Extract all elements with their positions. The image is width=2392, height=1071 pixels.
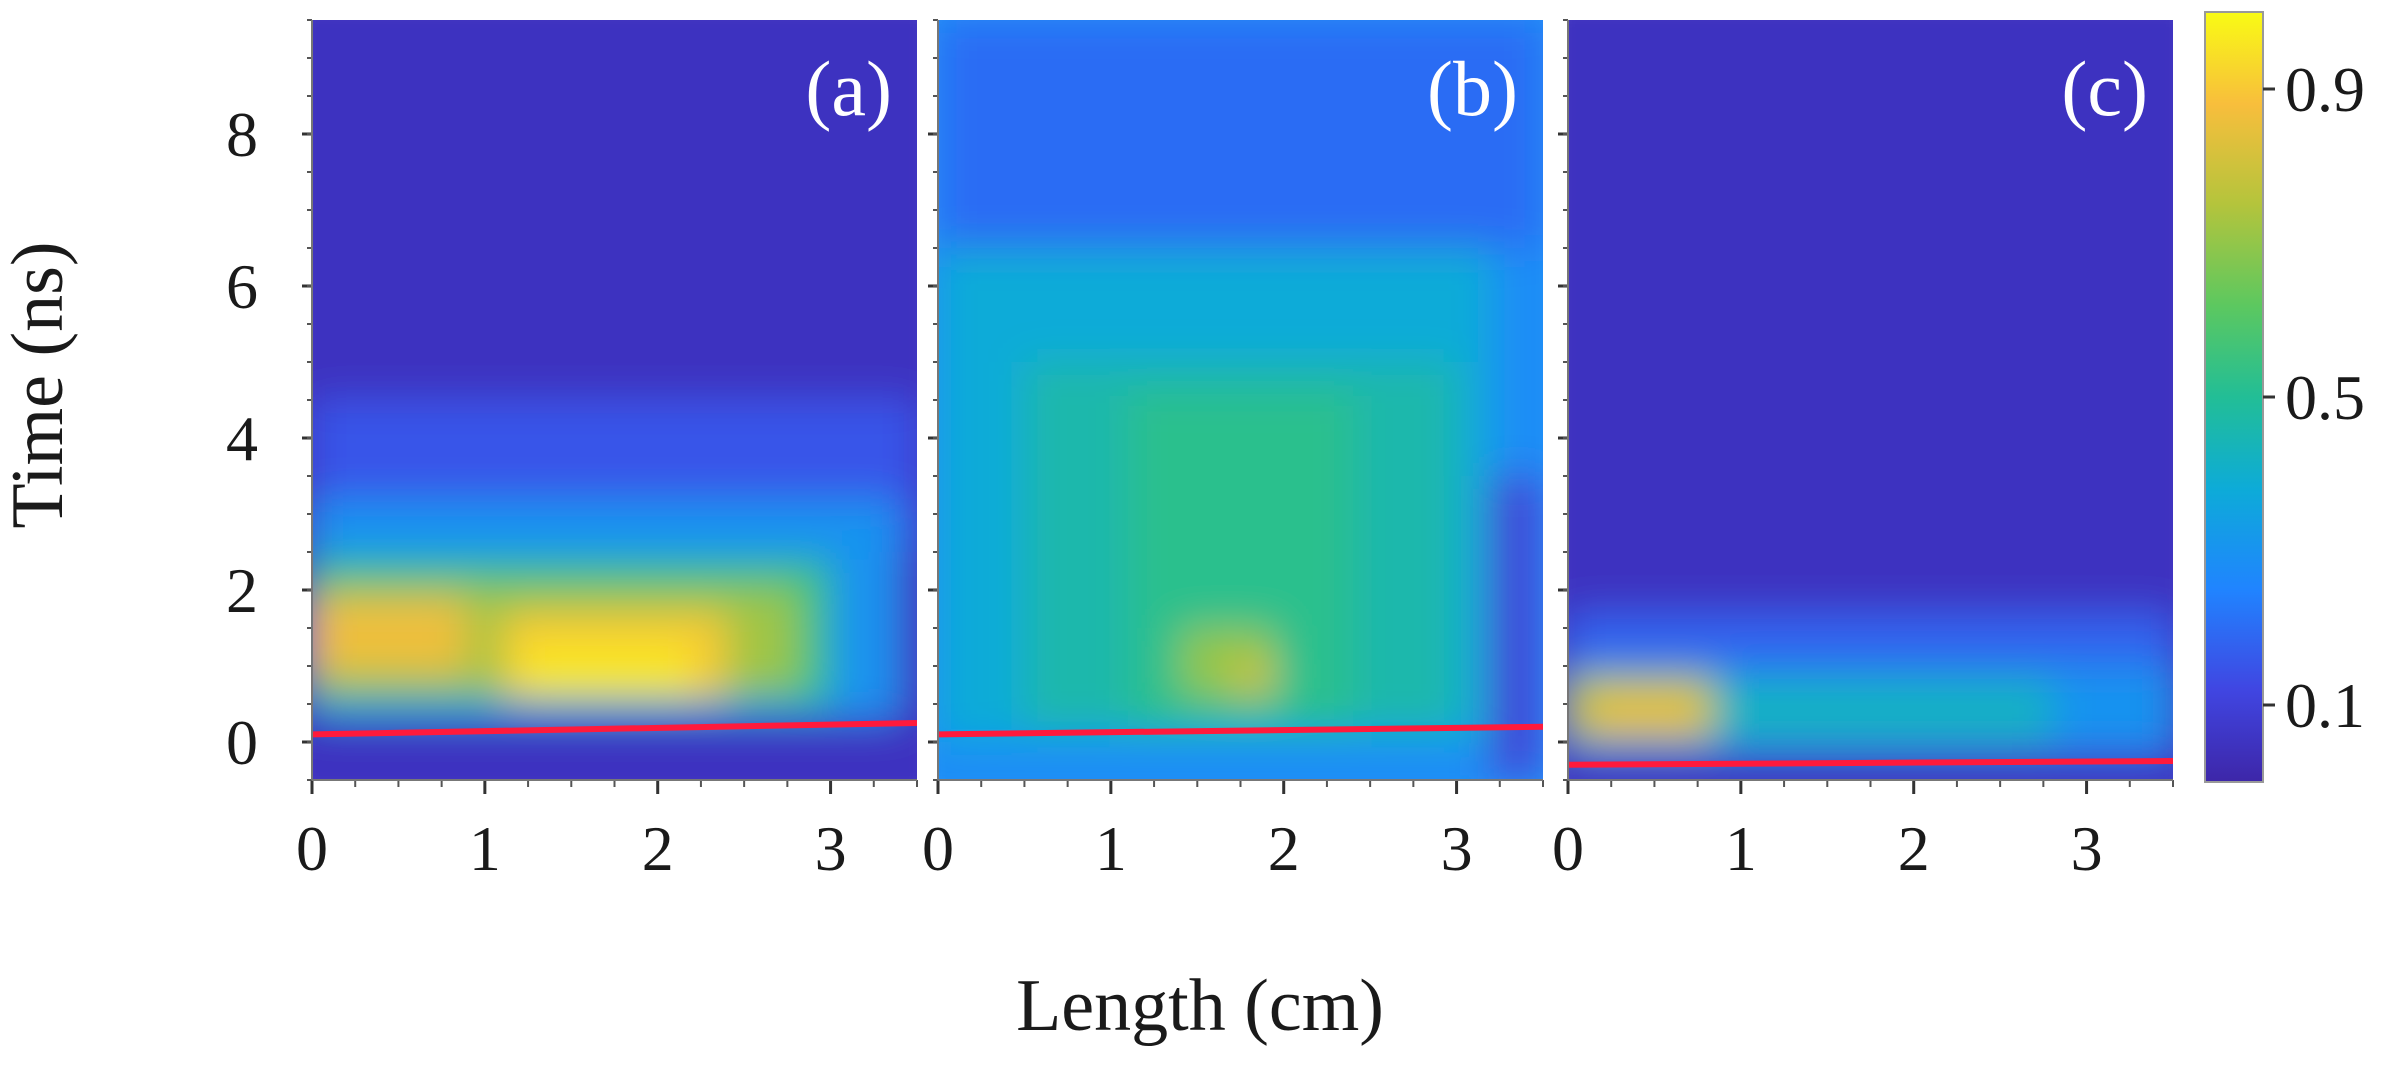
heatmap-region xyxy=(312,597,468,674)
x-tick-label: 1 xyxy=(469,813,501,884)
x-axis-title: Length (cm) xyxy=(1016,965,1384,1047)
y-tick-label: 2 xyxy=(226,555,258,626)
baseline-line xyxy=(312,720,917,738)
y-tick-label: 8 xyxy=(226,99,258,170)
panel-label: (a) xyxy=(805,45,892,132)
x-tick-label: 0 xyxy=(1552,813,1584,884)
x-tick-label: 2 xyxy=(642,813,674,884)
x-tick-label: 3 xyxy=(2071,813,2103,884)
x-tick-label: 3 xyxy=(815,813,847,884)
heatmap-panels: 0 1 2 3 0 2 4 6 8 (a) 0 1 2 3 (b) 0 1 2 3 (c) xyxy=(226,19,2174,884)
colorbar-tick-label: 0.9 xyxy=(2285,54,2365,125)
y-tick-label: 0 xyxy=(226,707,258,778)
x-tick-label: 1 xyxy=(1725,813,1757,884)
colorbar-tick-label: 0.1 xyxy=(2285,670,2365,741)
colorbar-tick-label: 0.5 xyxy=(2285,362,2365,433)
colorbar-gradient xyxy=(2204,11,2264,783)
panel-label: (b) xyxy=(1427,45,1518,132)
heatmap-panel-1: 0 1 2 3 0 2 4 6 8 (a) xyxy=(226,19,918,884)
heatmap-region xyxy=(938,20,1543,248)
panel-label: (c) xyxy=(2061,45,2148,132)
x-tick-label: 2 xyxy=(1268,813,1300,884)
heatmap-panel-3: 0 1 2 3 (c) xyxy=(1552,19,2174,884)
colorbar: 0.1 0.5 0.9 xyxy=(2204,11,2365,783)
y-tick-label: 4 xyxy=(226,403,258,474)
y-axis-title: Time (ns) xyxy=(0,241,79,528)
x-tick-label: 3 xyxy=(1441,813,1473,884)
x-tick-label: 0 xyxy=(296,813,328,884)
x-tick-label: 1 xyxy=(1095,813,1127,884)
x-tick-label: 2 xyxy=(1898,813,1930,884)
y-tick-label: 6 xyxy=(226,251,258,322)
x-tick-label: 0 xyxy=(922,813,954,884)
heatmap-region xyxy=(1491,476,1543,780)
baseline-line xyxy=(1568,758,2173,768)
heatmap-region xyxy=(519,643,693,697)
baseline-line xyxy=(938,723,1543,738)
heatmap-panel-2: 0 1 2 3 (b) xyxy=(922,19,1544,884)
heatmap-region xyxy=(1585,692,1707,731)
heatmap-region xyxy=(1231,658,1276,697)
